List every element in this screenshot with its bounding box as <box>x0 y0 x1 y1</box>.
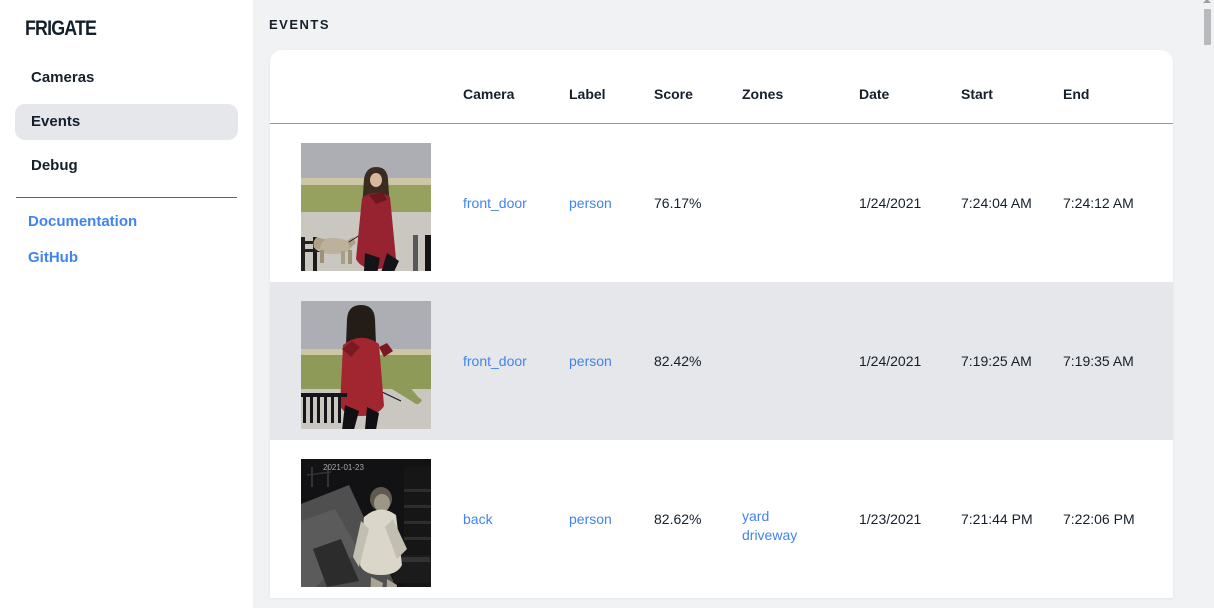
svg-text:2021-01-23: 2021-01-23 <box>323 463 364 472</box>
